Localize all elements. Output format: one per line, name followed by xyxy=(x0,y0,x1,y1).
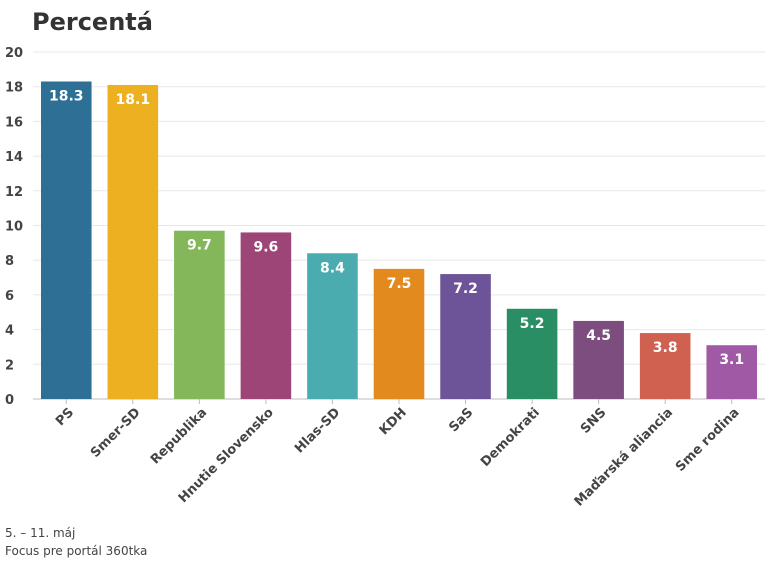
bar xyxy=(506,308,558,399)
x-tick-label: Sme rodina xyxy=(673,405,743,475)
bar xyxy=(107,84,159,399)
bar-value-label: 18.3 xyxy=(49,88,84,104)
bar xyxy=(240,232,292,399)
x-tick-label: SNS xyxy=(578,405,610,437)
y-tick-label: 18 xyxy=(5,81,23,96)
footer-date: 5. – 11. máj xyxy=(5,526,76,540)
bar xyxy=(40,81,92,400)
bar-value-label: 8.4 xyxy=(320,260,345,276)
bar-value-label: 9.7 xyxy=(187,238,212,254)
chart-title: Percentá xyxy=(32,8,153,36)
x-tick-label: Republika xyxy=(148,405,210,467)
bar-value-label: 7.2 xyxy=(453,281,478,297)
y-tick-label: 14 xyxy=(5,150,23,165)
x-tick-label: KDH xyxy=(377,405,410,438)
x-tick-label: Smer-SD xyxy=(88,405,144,461)
y-tick-label: 12 xyxy=(5,185,23,200)
bar-chart: 0 2 4 6 8 10 12 14 16 18 20 18.3 18.1 9.7 9.6 8.4 7.5 7.… xyxy=(5,46,765,510)
x-tick-label: SaS xyxy=(446,405,476,435)
bar-value-label: 3.1 xyxy=(719,352,744,368)
bar-value-label: 4.5 xyxy=(586,328,611,344)
bar xyxy=(440,274,491,399)
y-tick-label: 20 xyxy=(5,46,23,61)
bar xyxy=(706,345,758,399)
y-tick-label: 16 xyxy=(5,115,23,130)
bar-value-label: 9.6 xyxy=(254,239,279,255)
y-tick-label: 4 xyxy=(5,324,14,339)
bar xyxy=(307,253,358,399)
y-tick-label: 2 xyxy=(5,358,14,373)
bar xyxy=(573,320,624,399)
bar xyxy=(174,230,225,399)
bar-value-label: 3.8 xyxy=(653,340,678,356)
x-tick-label: PS xyxy=(53,405,77,429)
footer-source: Focus pre portál 360tka xyxy=(5,544,148,558)
y-axis: 0 2 4 6 8 10 12 14 16 18 20 xyxy=(5,46,23,408)
y-tick-label: 0 xyxy=(5,393,14,408)
y-tick-label: 6 xyxy=(5,289,14,304)
bar xyxy=(639,333,691,399)
bars: 18.3 18.1 9.7 9.6 8.4 7.5 7.2 5.2 4.5 3.8 3.1 xyxy=(40,81,758,400)
bar-value-label: 7.5 xyxy=(387,276,412,292)
bar-value-label: 18.1 xyxy=(116,92,151,108)
y-tick-label: 10 xyxy=(5,220,23,235)
x-tick-label: Hlas-SD xyxy=(292,405,343,456)
x-tick-label: Demokrati xyxy=(478,405,543,470)
bar-value-label: 5.2 xyxy=(520,316,545,332)
bar xyxy=(373,268,425,399)
y-tick-label: 8 xyxy=(5,254,14,269)
